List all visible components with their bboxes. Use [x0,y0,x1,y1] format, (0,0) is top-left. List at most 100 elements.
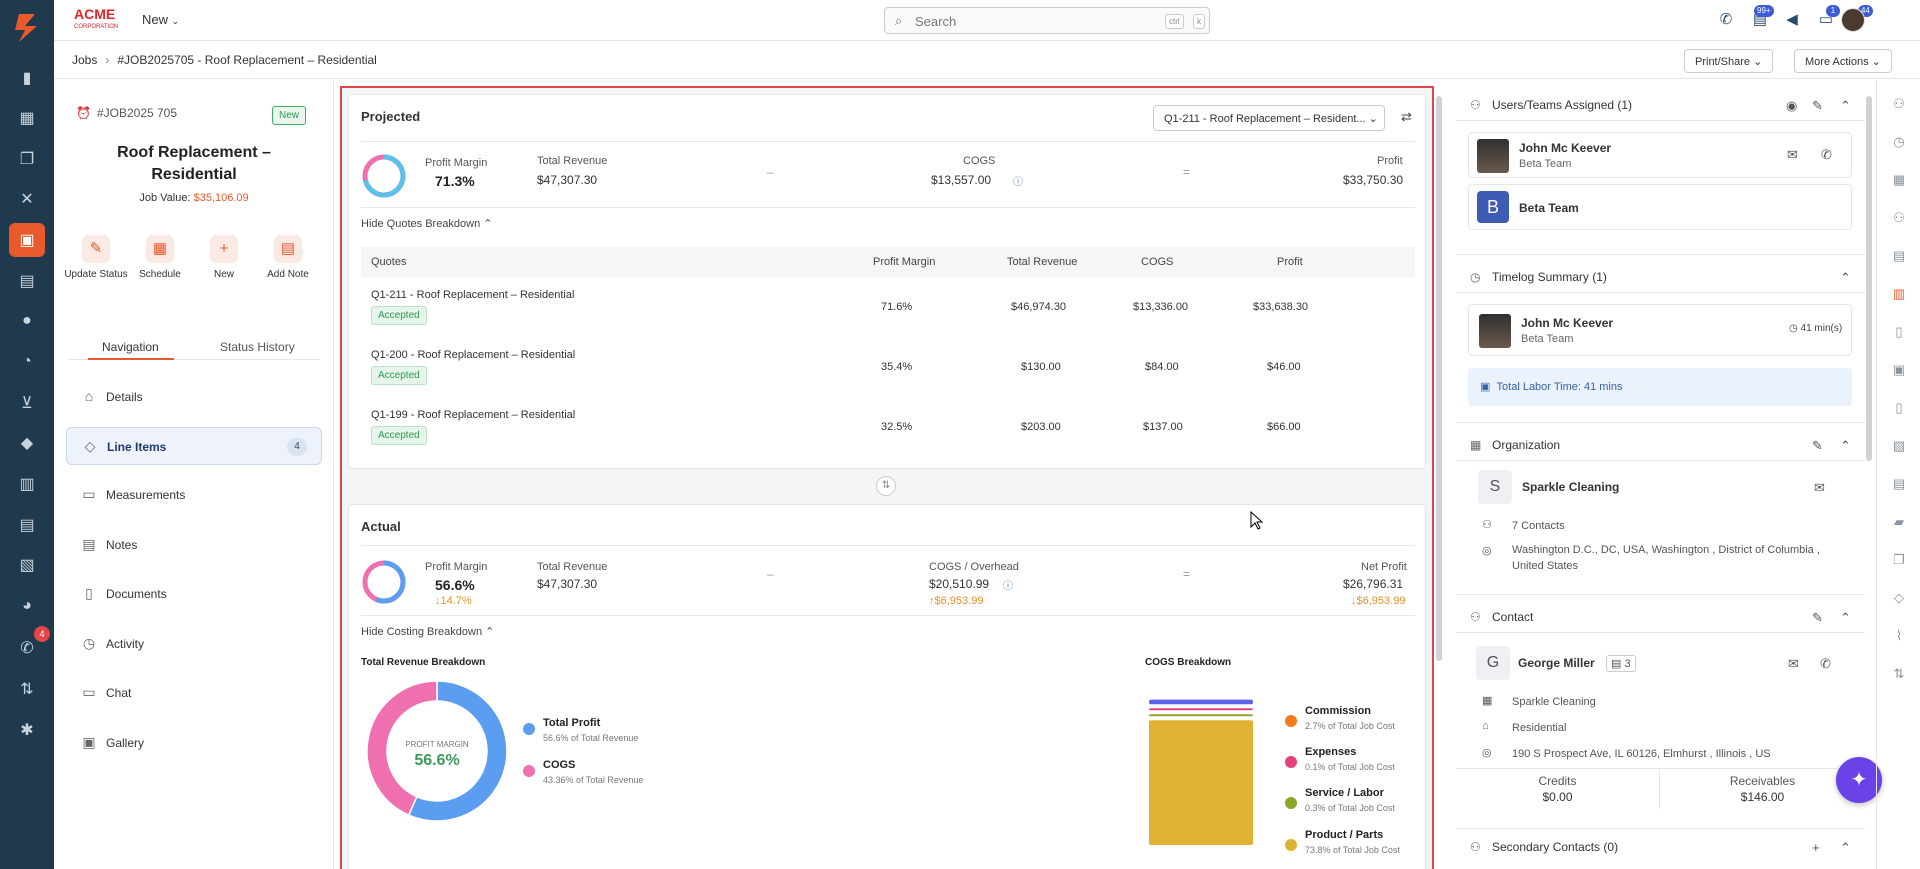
tab-navigation[interactable]: Navigation [102,340,159,354]
app-logo-icon[interactable] [13,12,41,44]
chevron-up-icon[interactable]: ⌃ [1840,98,1851,113]
image-link-icon[interactable]: ▧ [1892,438,1906,453]
schedule-button[interactable]: ▦ Schedule [128,235,192,280]
files-icon[interactable]: ▧ [19,557,35,574]
contact-link-icon[interactable]: ⚇ [1893,210,1905,225]
phone-icon[interactable]: ✆ [1821,147,1832,162]
chevron-up-icon[interactable]: ⌃ [1840,610,1851,625]
quote-name[interactable]: Q1-211 - Roof Replacement – Residential [371,289,575,301]
quote-name[interactable]: Q1-200 - Roof Replacement – Residential [371,349,576,361]
search-box[interactable]: ⌕ Search ctrl k [884,7,1210,34]
nav-notes[interactable]: ▤ Notes [66,526,322,564]
phone-icon[interactable]: ✆ [20,640,34,657]
workflow-icon[interactable]: ⇅ [20,681,34,698]
call-icon[interactable]: ✆ [1719,11,1733,28]
right-scrollbar[interactable] [1866,96,1872,461]
hide-costing-breakdown-link[interactable]: Hide Costing Breakdown ⌃ [361,625,494,638]
finance-link-icon[interactable]: ▥ [1892,286,1906,301]
table-row[interactable]: Q1-199 - Roof Replacement – Residential … [361,405,1415,453]
document-link-icon[interactable]: ▤ [1892,248,1906,263]
chevron-up-icon[interactable]: ⌃ [1840,840,1851,855]
new-button[interactable]: + New [192,235,256,280]
clock-icon[interactable]: ◔ [22,353,32,370]
tag-icon[interactable]: ◆ [20,435,34,452]
workflow-link-icon[interactable]: ⇅ [1893,666,1905,681]
section-toggle-icon[interactable]: ⇅ [876,476,896,496]
quote-name[interactable]: Q1-199 - Roof Replacement – Residential [371,409,576,421]
map-icon[interactable]: ▥ [19,476,35,493]
assigned-user-card[interactable]: John Mc Keever Beta Team ✉ ✆ [1468,132,1852,178]
customers-icon[interactable]: ● [22,312,32,329]
clipboard-link-icon[interactable]: ▯ [1895,324,1903,339]
calendar-icon[interactable]: ▤ [19,273,35,290]
org-contacts[interactable]: 7 Contacts [1512,520,1565,532]
user-name[interactable]: John Mc Keever [1519,141,1612,155]
team-name[interactable]: Beta Team [1519,201,1579,215]
breadcrumb-jobs-link[interactable]: Jobs [72,53,98,67]
cart-icon[interactable]: ⊻ [21,395,33,412]
timelog-card[interactable]: John Mc Keever Beta Team ◷ 41 min(s) [1468,304,1852,356]
cogs-bar-service-labor[interactable] [1149,714,1253,717]
tab-status-history[interactable]: Status History [220,340,295,354]
chevron-up-icon[interactable]: ⌃ [1840,270,1851,285]
briefcase-link-icon[interactable]: ▣ [1892,362,1906,377]
update-status-button[interactable]: ✎ Update Status [64,235,128,280]
box-link-icon[interactable]: ◇ [1894,590,1904,605]
edit-icon[interactable]: ✎ [1812,438,1823,453]
nav-chat[interactable]: ▭ Chat [66,674,322,712]
contact-documents[interactable]: ▤ 3 [1606,655,1636,672]
nav-activity[interactable]: ◷ Activity [66,625,322,663]
layers-icon[interactable]: ❐ [19,151,35,168]
new-dropdown[interactable]: New ⌄ [142,12,179,27]
cogs-bar-product-parts[interactable] [1149,720,1253,845]
edit-icon[interactable]: ✎ [1812,610,1823,625]
more-actions-button[interactable]: More Actions ⌄ [1794,49,1892,73]
search-input[interactable]: Search [915,14,957,29]
nav-details[interactable]: ⌂ Details [66,378,322,416]
mail-icon[interactable]: ✉ [1814,480,1825,495]
chevron-up-icon[interactable]: ⌃ [1840,438,1851,453]
invoice-link-icon[interactable]: ▤ [1892,476,1906,491]
donut-slice-cogs[interactable] [366,680,438,817]
nav-line-items[interactable]: ◇ Line Items 4 [66,427,322,465]
ai-assistant-button[interactable]: ✦ [1836,757,1882,803]
nav-measurements[interactable]: ▭ Measurements [66,476,322,514]
assigned-team-card[interactable]: B Beta Team [1468,184,1852,230]
center-scrollbar[interactable] [1436,96,1442,661]
tools-icon[interactable]: ✕ [20,191,34,208]
donut-slice-total-profit[interactable] [407,680,508,822]
attachment-link-icon[interactable]: ⌇ [1895,628,1903,643]
invoice-icon[interactable]: ▤ [19,517,35,534]
building-link-icon[interactable]: ▦ [1892,172,1906,187]
brand-logo[interactable]: ACME CORPORATION [72,6,126,30]
info-icon[interactable]: ⓘ [1003,581,1013,592]
mail-icon[interactable]: ✉ [1787,147,1798,162]
dashboard-icon[interactable]: ▮ [22,70,32,87]
user-avatar[interactable] [1841,8,1865,32]
nav-documents[interactable]: ▯ Documents [66,575,322,613]
add-note-button[interactable]: ▤ Add Note [256,235,320,280]
edit-icon[interactable]: ✎ [1812,98,1823,113]
info-icon[interactable]: ⓘ [1013,177,1023,188]
mail-icon[interactable]: ✉ [1788,656,1799,671]
table-row[interactable]: Q1-211 - Roof Replacement – Residential … [361,285,1415,333]
reports-icon[interactable]: ◕ [22,597,32,614]
user-link-icon[interactable]: ⚇ [1893,96,1905,111]
quote-select[interactable]: Q1-211 - Roof Replacement – Resident... … [1153,105,1385,131]
table-row[interactable]: Q1-200 - Roof Replacement – Residential … [361,345,1415,393]
print-share-button[interactable]: Print/Share ⌄ [1684,49,1774,73]
phone-icon[interactable]: ✆ [1820,656,1831,671]
org-name[interactable]: Sparkle Cleaning [1522,480,1620,494]
megaphone-icon[interactable]: ◀ [1786,11,1798,28]
cogs-bar-expenses[interactable] [1149,708,1253,711]
copy-link-icon[interactable]: ❐ [1893,552,1905,567]
time-link-icon[interactable]: ◷ [1893,134,1905,149]
settings-icon[interactable]: ✱ [20,722,34,739]
cogs-bar-commission[interactable] [1149,699,1253,705]
contact-name[interactable]: George Miller [1518,656,1595,670]
file-link-icon[interactable]: ▯ [1895,400,1903,415]
truck-link-icon[interactable]: ▰ [1894,514,1904,529]
eye-icon[interactable]: ◉ [1786,98,1798,113]
add-icon[interactable]: + [1812,840,1820,855]
grid-icon[interactable]: ▦ [19,110,35,127]
